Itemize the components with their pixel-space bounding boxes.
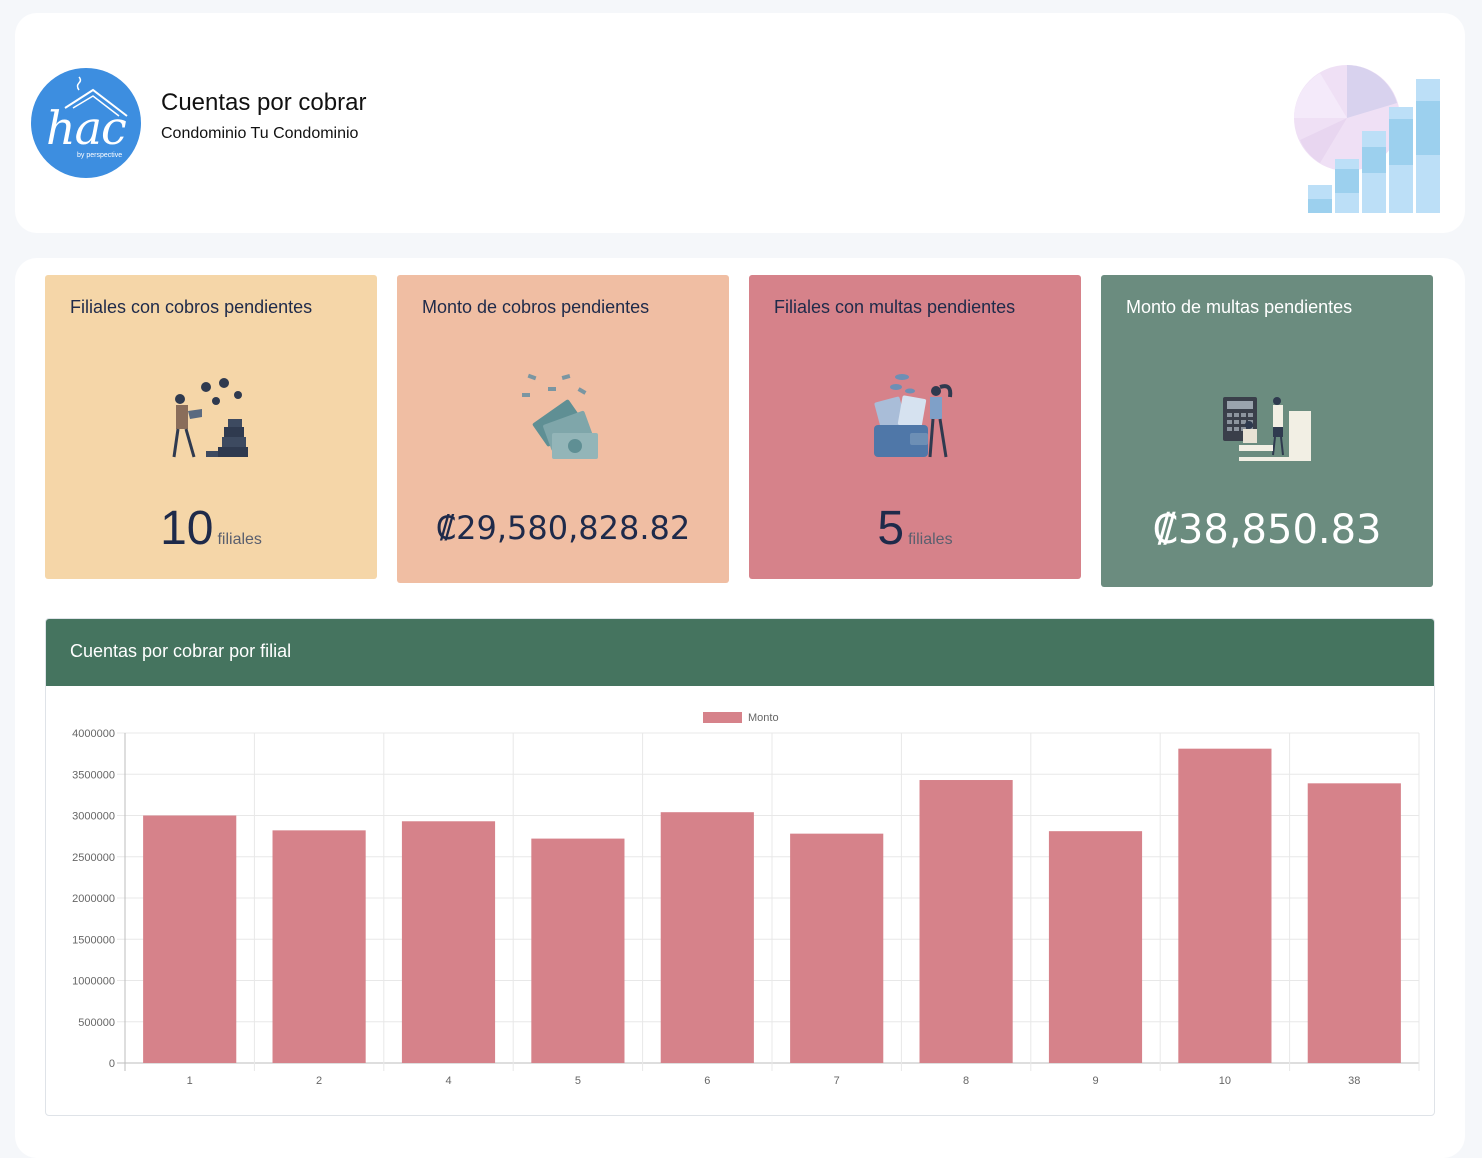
stat-title: Monto de cobros pendientes — [422, 297, 650, 317]
stat-card-filiales-multas: Filiales con multas pendientes 5 filiales — [749, 275, 1081, 579]
legend-swatch — [703, 712, 742, 723]
stat-value: ₡38,850.83 — [1152, 507, 1382, 553]
analytics-illustration-icon — [1294, 65, 1440, 213]
bar-38 — [1307, 783, 1401, 1063]
x-tick-label: 38 — [1348, 1075, 1360, 1087]
bar-8 — [919, 780, 1013, 1063]
money-bills-illustration-icon — [522, 373, 598, 459]
x-tick-label: 10 — [1219, 1075, 1231, 1087]
y-tick-label: 500000 — [78, 1017, 115, 1029]
bar-5 — [531, 838, 625, 1063]
x-tick-label: 9 — [1092, 1075, 1098, 1087]
bar-2 — [272, 830, 366, 1063]
stat-value-row: ₡29,580,828.82 — [397, 509, 729, 547]
legend-label: Monto — [748, 712, 779, 724]
stat-value: 10 — [160, 502, 214, 555]
y-tick-label: 2500000 — [72, 852, 115, 864]
x-tick-label: 2 — [316, 1075, 322, 1087]
y-tick-label: 3500000 — [72, 769, 115, 781]
bar-10 — [1178, 748, 1272, 1063]
stat-title: Filiales con cobros pendientes — [70, 297, 313, 317]
chart-panel-title: Cuentas por cobrar por filial — [46, 619, 1434, 686]
x-tick-label: 5 — [575, 1075, 581, 1087]
y-tick-label: 1000000 — [72, 976, 115, 988]
y-tick-label: 3000000 — [72, 811, 115, 823]
stat-card-monto-multas: Monto de multas pendientes ₡38,850.83 — [1101, 275, 1433, 587]
stat-value-row: 10 filiales — [45, 501, 377, 556]
bar-7 — [790, 833, 884, 1063]
bar-9 — [1048, 831, 1143, 1063]
page-subtitle: Condominio Tu Condominio — [161, 125, 359, 142]
stat-unit: filiales — [217, 531, 262, 548]
coins-magnet-illustration-icon — [172, 378, 248, 458]
roof-icon — [64, 76, 128, 117]
chart-panel: Cuentas por cobrar por filial Monto 0 5000… — [45, 618, 1435, 1116]
stat-value-row: ₡38,850.83 — [1101, 507, 1433, 553]
stat-card-monto-cobros: Monto de cobros pendientes ₡29,580,828.8… — [397, 275, 729, 583]
calculator-office-illustration-icon — [1223, 397, 1311, 461]
stat-value: 5 — [877, 502, 905, 555]
x-tick-label: 4 — [445, 1075, 451, 1087]
y-tick-label: 4000000 — [72, 728, 115, 740]
bar-4 — [401, 821, 496, 1063]
logo-wordmark: hac — [46, 101, 127, 155]
x-tick-label: 7 — [834, 1075, 840, 1087]
bar-6 — [660, 812, 754, 1063]
bar-chart: Monto 0 500000 1000000 1500000 2000000 2500000… — [72, 712, 1420, 1087]
stat-title: Filiales con multas pendientes — [774, 297, 1016, 317]
stat-title: Monto de multas pendientes — [1126, 297, 1353, 317]
y-tick-label: 1500000 — [72, 934, 115, 946]
y-tick-label: 2000000 — [72, 893, 115, 905]
x-tick-label: 8 — [963, 1075, 969, 1087]
page-title: Cuentas por cobrar — [161, 89, 367, 116]
header-card: hac by perspective Cuentas por cobrar Co… — [15, 13, 1465, 233]
bar-1 — [143, 815, 237, 1063]
stat-value-row: 5 filiales — [749, 501, 1081, 556]
y-tick-label: 0 — [109, 1058, 115, 1070]
x-tick-label: 6 — [704, 1075, 710, 1087]
stat-unit: filiales — [908, 531, 953, 548]
stat-card-filiales-cobros: Filiales con cobros pendientes 10 filiale… — [45, 275, 377, 579]
x-tick-label: 1 — [187, 1075, 193, 1087]
company-logo: hac by perspective — [31, 68, 141, 178]
logo-tagline: by perspective — [77, 152, 123, 159]
stat-value: ₡29,580,828.82 — [435, 509, 691, 547]
wallet-cards-illustration-icon — [874, 374, 953, 458]
